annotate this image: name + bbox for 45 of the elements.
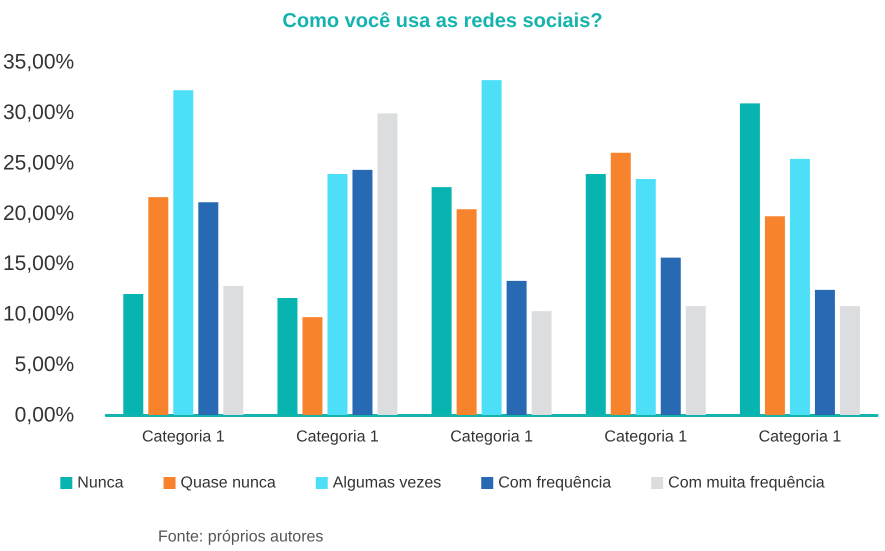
- y-tick-label: 5,00%: [14, 353, 74, 376]
- bar: [740, 103, 760, 415]
- chart-title: Como você usa as redes sociais?: [282, 10, 603, 32]
- bar: [610, 152, 631, 415]
- bar: [148, 197, 168, 415]
- y-tick-label: 10,00%: [2, 302, 74, 326]
- bar: [352, 170, 372, 415]
- bar: [840, 306, 860, 415]
- y-tick-label: 0,00%: [14, 404, 74, 426]
- y-tick-label: 30,00%: [2, 100, 74, 124]
- bar: [482, 80, 502, 415]
- bar: [790, 158, 810, 415]
- legend-label: Com frequência: [498, 474, 612, 492]
- y-tick-label: 25,00%: [2, 151, 74, 174]
- bar: [636, 178, 656, 415]
- x-tick-label: Categoria 1: [758, 428, 842, 446]
- bar: [686, 306, 706, 415]
- y-tick-label: 35,00%: [2, 50, 74, 74]
- bar: [456, 209, 477, 415]
- source-note: Fonte: próprios autores: [158, 528, 324, 546]
- bar: [532, 311, 552, 415]
- bar: [506, 280, 527, 415]
- bar: [173, 90, 194, 415]
- bar: [223, 286, 244, 415]
- bar: [377, 113, 398, 415]
- bar: [764, 216, 785, 415]
- bar: [198, 202, 218, 415]
- legend-label: Algumas vezes: [332, 474, 442, 492]
- x-tick-label: Categoria 1: [450, 428, 534, 446]
- x-tick-label: Categoria 1: [142, 428, 225, 446]
- legend-label: Quase nunca: [180, 474, 276, 492]
- legend-label: Nunca: [77, 474, 124, 492]
- bar: [302, 317, 322, 415]
- bar: [660, 258, 681, 415]
- legend-label: Com muita frequência: [668, 474, 825, 492]
- bar: [327, 174, 348, 415]
- bar: [586, 174, 606, 415]
- bar: [814, 290, 835, 415]
- x-tick-label: Categoria 1: [296, 428, 379, 446]
- bar: [277, 298, 298, 415]
- y-tick-label: 20,00%: [2, 202, 74, 225]
- y-tick-label: 15,00%: [2, 252, 74, 276]
- bar: [432, 187, 452, 415]
- x-tick-label: Categoria 1: [604, 428, 688, 446]
- bar: [123, 294, 144, 415]
